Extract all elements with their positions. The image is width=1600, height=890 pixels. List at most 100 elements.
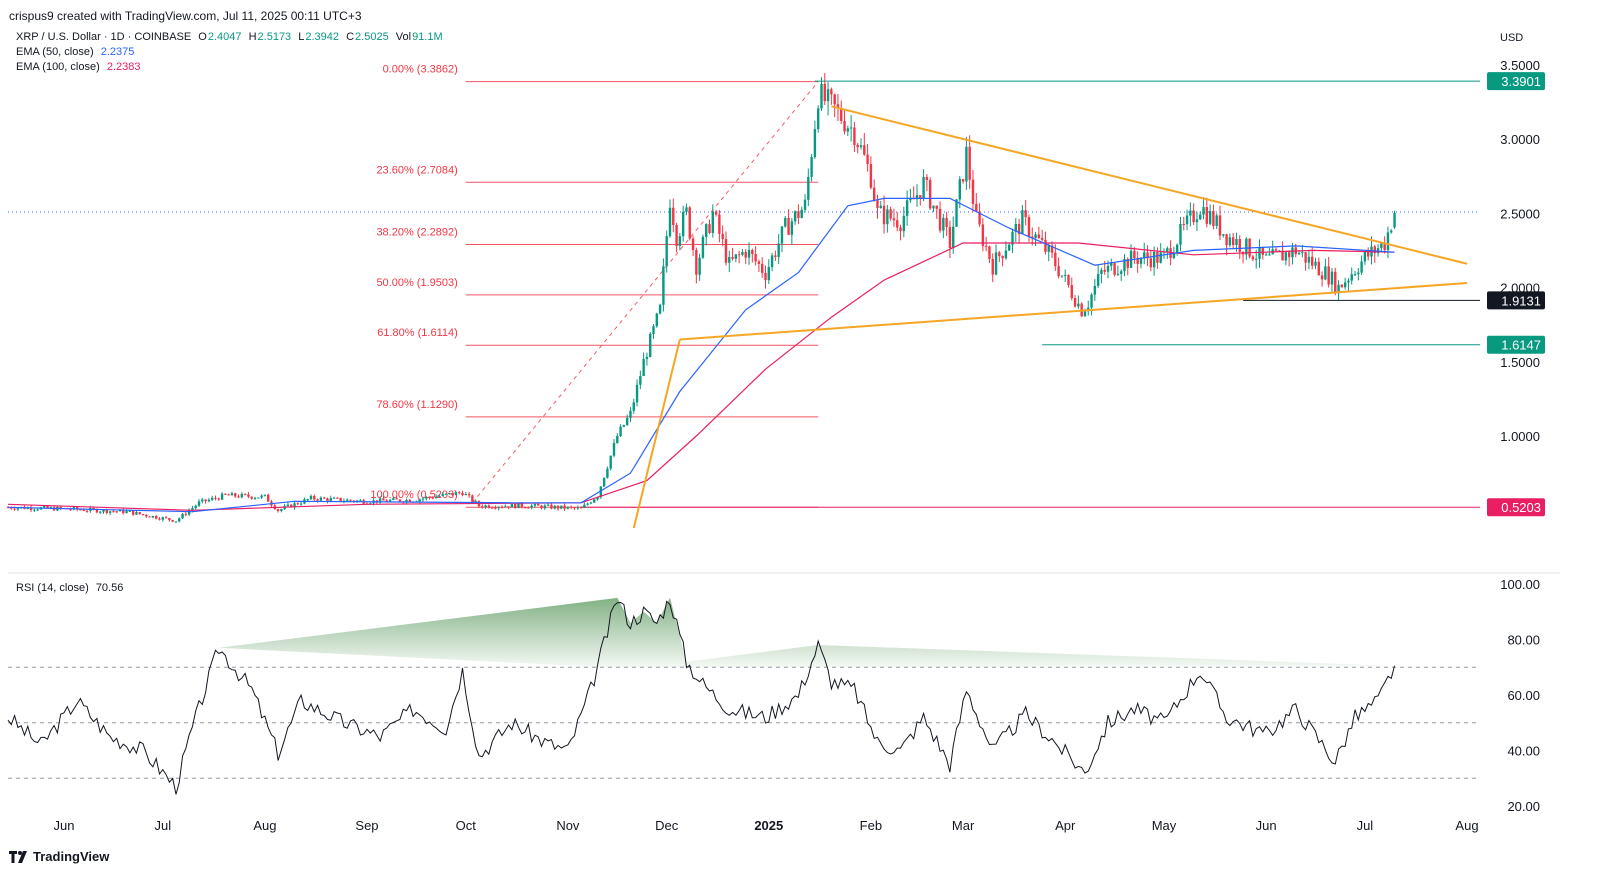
candle-body bbox=[1169, 248, 1172, 259]
candle-body bbox=[1228, 237, 1232, 246]
candle-body bbox=[454, 492, 458, 496]
candle-body bbox=[705, 224, 708, 237]
candle-body bbox=[431, 497, 435, 499]
candle-body bbox=[747, 249, 751, 258]
candle-body bbox=[329, 498, 332, 502]
candle-body bbox=[349, 499, 352, 501]
candle-body bbox=[1199, 214, 1202, 220]
candle-body bbox=[224, 493, 227, 495]
candle-body bbox=[761, 263, 764, 273]
candle-body bbox=[1027, 217, 1031, 237]
high-label: H bbox=[248, 31, 257, 43]
candle-body bbox=[1393, 212, 1396, 228]
candle-body bbox=[1264, 254, 1268, 256]
price-axis-tick: 2.5000 bbox=[1500, 206, 1540, 221]
ema50-label: EMA (50, close) bbox=[16, 46, 94, 58]
candle-body bbox=[978, 211, 981, 225]
candle-body bbox=[1347, 280, 1350, 283]
candle-body bbox=[1175, 244, 1179, 254]
candle-body bbox=[550, 504, 553, 509]
candle-body bbox=[276, 509, 280, 511]
candle-body bbox=[909, 197, 912, 201]
candle-body bbox=[82, 509, 85, 511]
candle-body bbox=[1311, 256, 1314, 266]
candle-body bbox=[85, 510, 89, 512]
candle-body bbox=[299, 503, 303, 505]
candle-body bbox=[576, 507, 579, 509]
candle-body bbox=[820, 83, 823, 109]
ema50-legend[interactable]: EMA (50, close) 2.2375 bbox=[16, 46, 134, 58]
low-label: L bbox=[298, 31, 305, 43]
candle-body bbox=[625, 417, 629, 426]
candle-body bbox=[204, 499, 207, 502]
candle-body bbox=[1185, 215, 1189, 225]
candle-body bbox=[497, 506, 500, 509]
time-axis-tick: Oct bbox=[456, 818, 477, 833]
candle-body bbox=[1106, 265, 1110, 272]
candle-body bbox=[227, 494, 230, 496]
candle-body bbox=[1070, 285, 1073, 299]
candle-body bbox=[668, 207, 672, 237]
candle-body bbox=[75, 507, 79, 510]
candle-body bbox=[59, 506, 62, 509]
price-badge bbox=[1487, 291, 1545, 310]
candle-body bbox=[889, 209, 892, 219]
candle-body bbox=[573, 507, 576, 509]
candle-body bbox=[1139, 258, 1143, 264]
candle-body bbox=[830, 89, 833, 95]
candle-body bbox=[322, 497, 326, 499]
candle-body bbox=[1324, 266, 1327, 280]
ema50-line bbox=[7, 197, 1395, 513]
candle-body bbox=[810, 157, 813, 177]
volume-value: 91.1M bbox=[412, 31, 443, 43]
candle-body bbox=[1307, 256, 1311, 263]
candle-body bbox=[194, 505, 197, 509]
time-axis-tick: Nov bbox=[556, 818, 580, 833]
candle-body bbox=[250, 496, 253, 499]
candle-body bbox=[263, 494, 267, 496]
candle-body bbox=[234, 493, 237, 497]
candle-body bbox=[1063, 274, 1067, 276]
candle-body bbox=[586, 503, 589, 505]
candle-body bbox=[385, 500, 388, 502]
candle-body bbox=[309, 495, 313, 500]
close-label: C bbox=[346, 31, 355, 43]
candle-body bbox=[1350, 274, 1353, 281]
candle-body bbox=[540, 505, 543, 509]
rsi-axis-tick: 60.00 bbox=[1507, 688, 1540, 703]
time-axis-tick: Jun bbox=[1256, 818, 1277, 833]
candle-body bbox=[662, 266, 665, 305]
candle-body bbox=[266, 494, 270, 502]
candle-body bbox=[1208, 211, 1212, 224]
tradingview-footer[interactable]: TradingView bbox=[9, 849, 109, 864]
candle-body bbox=[135, 512, 138, 515]
time-axis-tick: Apr bbox=[1055, 818, 1076, 833]
candle-body bbox=[675, 225, 678, 246]
fib-label: 0.00% (3.3862) bbox=[383, 64, 458, 76]
candle-body bbox=[405, 499, 408, 503]
candle-body bbox=[1231, 237, 1235, 245]
currency-label[interactable]: USD bbox=[1500, 32, 1524, 44]
candle-body bbox=[846, 128, 850, 132]
ema100-legend[interactable]: EMA (100, close) 2.2383 bbox=[16, 61, 140, 73]
candle-body bbox=[128, 510, 132, 512]
candle-body bbox=[1360, 261, 1363, 273]
time-axis-tick: Mar bbox=[952, 818, 975, 833]
candle-body bbox=[527, 507, 530, 509]
fib-label: 38.20% (2.2892) bbox=[376, 227, 457, 239]
candle-body bbox=[553, 505, 556, 509]
candle-body bbox=[869, 163, 873, 188]
candle-body bbox=[168, 518, 171, 521]
candle-body bbox=[599, 486, 603, 498]
candle-body bbox=[616, 435, 619, 444]
candle-body bbox=[1363, 251, 1367, 262]
grid bbox=[8, 211, 1560, 574]
price-badges: 3.3901 1.9131 1.6147 0.5203 bbox=[1487, 72, 1545, 517]
candle-body bbox=[1386, 232, 1390, 251]
fib-label: 61.80% (1.6114) bbox=[377, 327, 458, 339]
candle-body bbox=[1284, 252, 1288, 261]
rsi-legend[interactable]: RSI (14, close) 70.56 bbox=[16, 582, 123, 594]
ema100-value: 2.2383 bbox=[106, 61, 141, 73]
ema50-value: 2.2375 bbox=[100, 46, 135, 58]
